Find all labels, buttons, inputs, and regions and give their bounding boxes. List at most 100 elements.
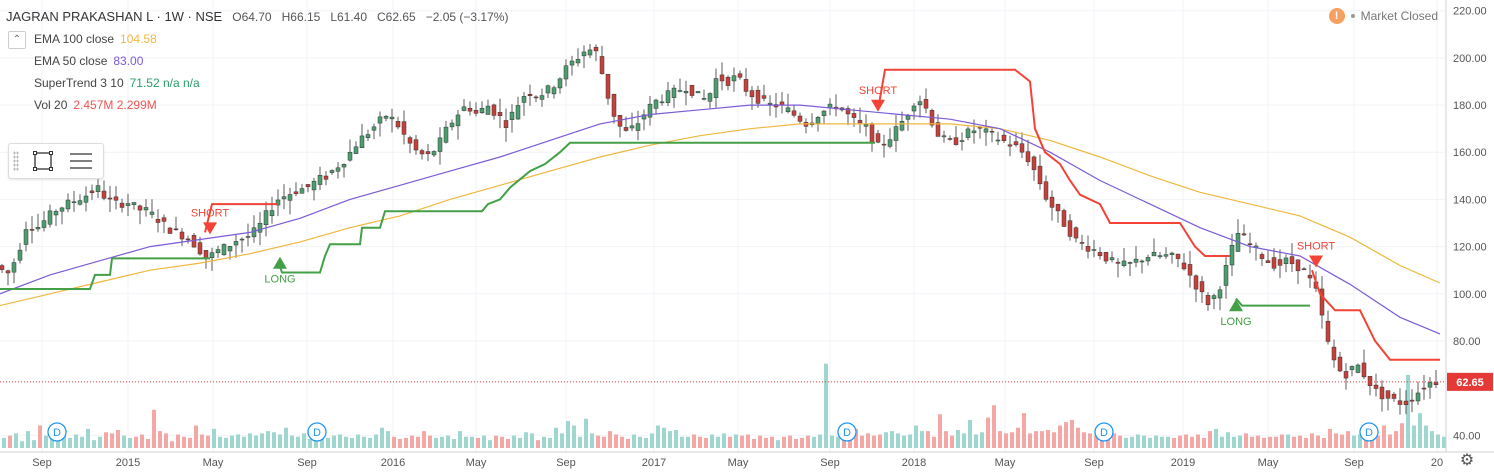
candle-body [641, 114, 647, 120]
ohlc-low: L61.40 [330, 10, 368, 24]
volume-bar [488, 440, 492, 448]
volume-bar [26, 431, 30, 448]
settings-gear-icon[interactable]: ⚙ [1459, 452, 1475, 469]
volume-bars [2, 363, 1446, 448]
volume-bar [1424, 425, 1428, 448]
candle-body [407, 137, 413, 144]
volume-bar [392, 436, 396, 448]
price-tick-label: 180.00 [1453, 100, 1487, 112]
volume-bar [872, 435, 876, 448]
volume-bar [770, 436, 774, 448]
time-tick-label: May [1258, 457, 1279, 469]
volume-bar [968, 419, 972, 448]
candle-body [281, 196, 287, 200]
volume-bar [692, 434, 696, 448]
volume-bar [800, 437, 804, 448]
candle-body [1403, 400, 1409, 405]
rectangle-tool-icon[interactable] [29, 148, 57, 174]
candle-body [473, 110, 479, 114]
candle-body [1367, 376, 1373, 386]
volume-bar [194, 425, 198, 448]
candle-body [581, 51, 587, 57]
dividend-marker[interactable] [1359, 422, 1379, 442]
candle-body [1247, 243, 1253, 245]
drag-handle-icon[interactable] [13, 151, 19, 171]
collapse-legend-icon[interactable]: ⌃ [8, 31, 26, 49]
candle-body [443, 126, 449, 143]
dividend-marker[interactable] [307, 422, 327, 442]
market-status[interactable]: ! Market Closed [1328, 8, 1438, 24]
volume-bar [1442, 436, 1446, 448]
candle-body [143, 207, 149, 211]
time-tick-label: 2018 [902, 457, 926, 469]
volume-bar [302, 433, 306, 448]
volume-bar [104, 432, 108, 448]
candle-body [1373, 384, 1379, 389]
volume-bar [44, 435, 48, 448]
candle-body [251, 227, 257, 238]
time-tick-label: Sep [32, 457, 52, 469]
volume-bar [1094, 435, 1098, 448]
volume-bar [782, 436, 786, 448]
price-axis[interactable]: 220.00 200.00 180.00 160.00 140.00 120.00 100.… [1445, 0, 1487, 452]
indicator-ema50[interactable]: EMA 50 close 83.00 [6, 50, 508, 72]
candle-body [1169, 252, 1175, 255]
volume-bar [1388, 434, 1392, 448]
volume-bar [776, 440, 780, 448]
symbol-title[interactable]: JAGRAN PRAKASHAN L · 1W · NSE [6, 9, 223, 24]
volume-bar [1208, 431, 1212, 448]
candle-body [953, 137, 959, 145]
candle-body [1277, 259, 1283, 266]
time-tick-label: 2019 [1171, 457, 1195, 469]
candle-body [23, 229, 29, 245]
volume-bar [1052, 432, 1056, 448]
chart-grid [0, 0, 1445, 452]
time-tick-label: 2016 [381, 457, 405, 469]
dividend-marker[interactable] [837, 422, 857, 442]
volume-bar [734, 434, 738, 448]
volume-bar [1328, 428, 1332, 448]
candle-body [1091, 249, 1097, 251]
indicator-volume[interactable]: Vol 20 2.457M 2.299M [6, 94, 508, 116]
dividend-marker[interactable] [1094, 422, 1114, 442]
volume-bar [326, 437, 330, 448]
candle-body [785, 107, 791, 112]
volume-bar [1004, 433, 1008, 448]
candle-body [1433, 382, 1439, 385]
candle-body [545, 85, 551, 94]
lines-tool-icon[interactable] [67, 148, 95, 174]
volume-bar [8, 435, 12, 448]
warning-icon[interactable]: ! [1328, 8, 1345, 24]
volume-bar [818, 434, 822, 448]
dividend-marker[interactable] [47, 422, 67, 442]
volume-bar [758, 435, 762, 448]
volume-bar [1226, 432, 1230, 448]
candle-body [1283, 257, 1289, 264]
volume-bar [206, 435, 210, 448]
indicator-supertrend[interactable]: SuperTrend 3 10 71.52 n/a n/a [6, 72, 508, 94]
volume-bar [1280, 434, 1284, 448]
time-tick-label: 2017 [642, 457, 666, 469]
volume-bar [1304, 437, 1308, 448]
candle-body [1157, 255, 1163, 258]
volume-bar [1010, 432, 1014, 448]
time-tick-label: May [995, 457, 1016, 469]
volume-bar [548, 437, 552, 448]
ohlc-high: H66.15 [281, 10, 321, 24]
volume-bar [50, 433, 54, 448]
candle-body [41, 220, 47, 228]
candle-body [509, 111, 515, 120]
candle-body [875, 133, 881, 143]
candle-body [347, 151, 353, 161]
volume-bar [896, 433, 900, 448]
candle-body [941, 135, 947, 138]
candle-body [1331, 346, 1337, 361]
volume-bar [266, 431, 270, 448]
volume-bar [80, 436, 84, 448]
time-axis[interactable]: Sep 2015 May Sep 2016 May Sep 2017 May Sep 2018 May… [0, 451, 1494, 469]
ohlc-change: −2.05 (−3.17%) [425, 10, 509, 24]
indicator-ema100[interactable]: ⌃ EMA 100 close 104.58 [6, 28, 508, 50]
candle-body [173, 228, 179, 231]
